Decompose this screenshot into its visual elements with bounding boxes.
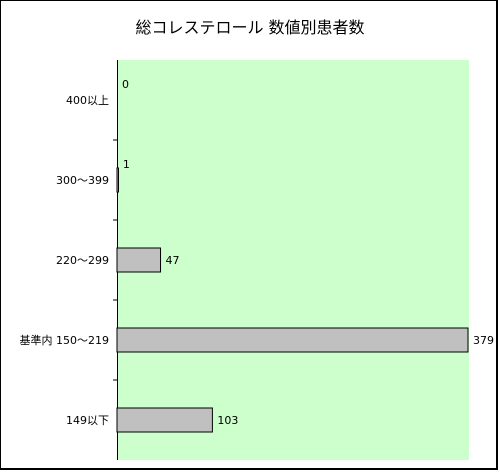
chart-title: 総コレステロール 数値別患者数 <box>135 18 365 37</box>
data-label: 379 <box>473 334 494 347</box>
bar <box>116 327 469 353</box>
data-label: 103 <box>217 414 238 427</box>
category-label: 300～399 <box>56 174 109 187</box>
category-label: 400以上 <box>66 94 109 107</box>
bar <box>116 407 213 433</box>
category-label: 220～299 <box>56 254 109 267</box>
bar <box>116 247 162 273</box>
data-label: 0 <box>122 78 129 91</box>
category-label: 149以下 <box>66 414 109 427</box>
category-label: 基準内 150～219 <box>20 333 110 347</box>
bar <box>116 167 119 193</box>
data-label: 1 <box>123 158 130 171</box>
data-label: 47 <box>166 254 180 267</box>
plot-area <box>117 60 469 460</box>
